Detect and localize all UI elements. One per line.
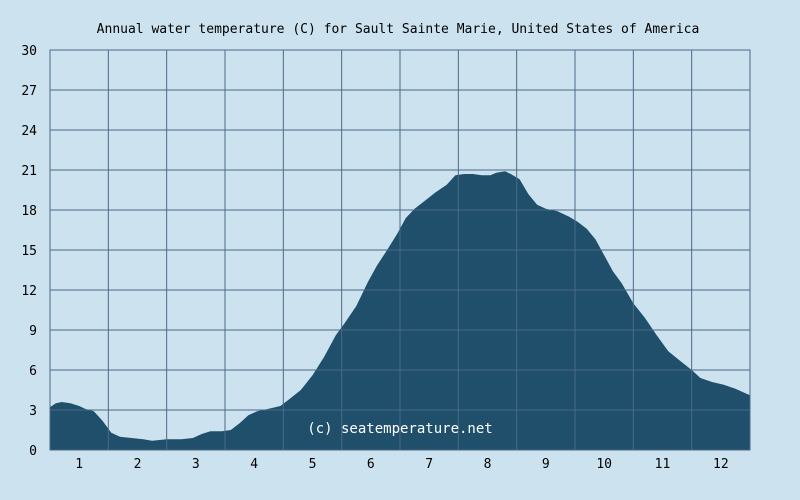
y-tick-label: 15 (21, 244, 37, 259)
chart-title: Annual water temperature (C) for Sault S… (97, 22, 700, 37)
x-tick-label: 10 (596, 457, 612, 472)
y-tick-label: 0 (29, 444, 37, 459)
y-tick-label: 12 (21, 284, 37, 299)
x-tick-label: 9 (542, 457, 550, 472)
plot-frame (49, 49, 751, 451)
y-tick-label: 6 (29, 364, 37, 379)
y-tick-label: 27 (21, 84, 37, 99)
x-tick-label: 8 (484, 457, 492, 472)
x-tick-label: 5 (309, 457, 317, 472)
x-tick-label: 2 (134, 457, 142, 472)
y-tick-label: 18 (21, 204, 37, 219)
x-tick-label: 12 (713, 457, 729, 472)
y-tick-label: 21 (21, 164, 37, 179)
x-tick-label: 3 (192, 457, 200, 472)
x-tick-label: 6 (367, 457, 375, 472)
x-tick-label: 7 (425, 457, 433, 472)
y-tick-label: 9 (29, 324, 37, 339)
x-tick-label: 11 (655, 457, 671, 472)
y-tick-label: 3 (29, 404, 37, 419)
y-tick-label: 24 (21, 124, 37, 139)
y-tick-label: 30 (21, 44, 37, 59)
x-tick-label: 1 (75, 457, 83, 472)
x-tick-label: 4 (250, 457, 258, 472)
copyright-watermark: (c) seatemperature.net (307, 421, 492, 437)
